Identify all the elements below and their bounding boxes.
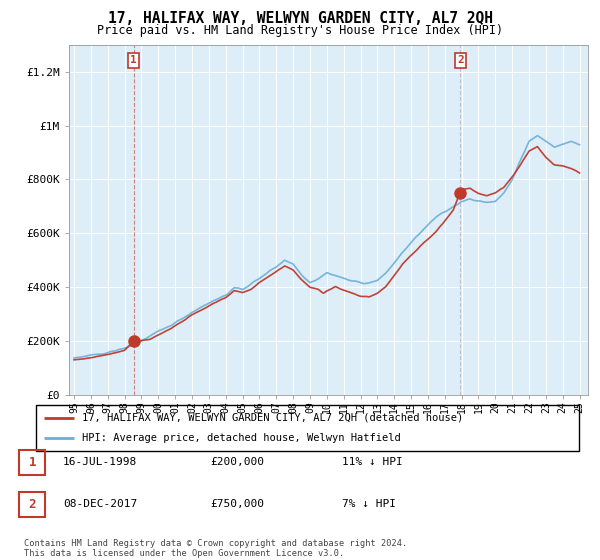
- Text: 17, HALIFAX WAY, WELWYN GARDEN CITY, AL7 2QH: 17, HALIFAX WAY, WELWYN GARDEN CITY, AL7…: [107, 11, 493, 26]
- Text: 17, HALIFAX WAY, WELWYN GARDEN CITY, AL7 2QH (detached house): 17, HALIFAX WAY, WELWYN GARDEN CITY, AL7…: [82, 413, 463, 423]
- Text: £750,000: £750,000: [210, 499, 264, 509]
- Text: 1: 1: [130, 55, 137, 66]
- Text: £200,000: £200,000: [210, 457, 264, 467]
- Text: HPI: Average price, detached house, Welwyn Hatfield: HPI: Average price, detached house, Welw…: [82, 433, 401, 443]
- Text: 1: 1: [29, 456, 36, 469]
- Text: 11% ↓ HPI: 11% ↓ HPI: [342, 457, 403, 467]
- Text: 08-DEC-2017: 08-DEC-2017: [63, 499, 137, 509]
- Text: 7% ↓ HPI: 7% ↓ HPI: [342, 499, 396, 509]
- Text: Contains HM Land Registry data © Crown copyright and database right 2024.
This d: Contains HM Land Registry data © Crown c…: [24, 539, 407, 558]
- Text: 16-JUL-1998: 16-JUL-1998: [63, 457, 137, 467]
- Text: 2: 2: [29, 498, 36, 511]
- Text: Price paid vs. HM Land Registry's House Price Index (HPI): Price paid vs. HM Land Registry's House …: [97, 24, 503, 36]
- Text: 2: 2: [457, 55, 464, 66]
